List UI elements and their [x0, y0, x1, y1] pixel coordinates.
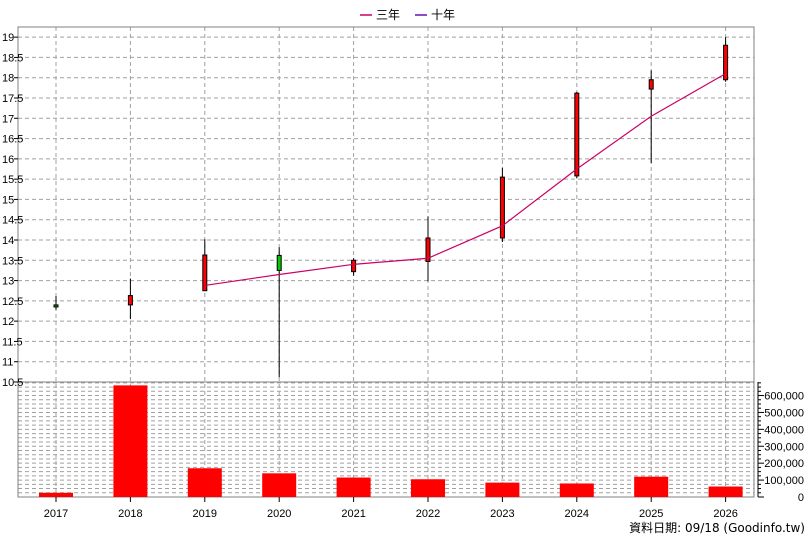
price-tick-label: 16.5	[2, 134, 23, 146]
volume-tick-label: 400,000	[764, 424, 804, 436]
x-axis: 2017 2018 2019 2020 2021 2022 2023 2024 2025 2026	[44, 497, 738, 520]
volume-tick-label: 200,000	[764, 458, 804, 470]
volume-bar	[559, 483, 594, 497]
legend-label: 三年	[376, 8, 400, 22]
candle-body	[499, 176, 505, 239]
volume-tick-label: 600,000	[764, 391, 804, 403]
x-tick-label: 2018	[118, 508, 142, 520]
price-tick-label: 15	[2, 194, 14, 206]
price-tick-label: 14	[2, 235, 14, 247]
price-tick-label: 14.5	[2, 215, 23, 227]
price-grid	[18, 36, 754, 383]
three-year-line-path	[204, 73, 726, 287]
volume-bar	[187, 468, 222, 497]
volume-tick-label: 300,000	[764, 441, 804, 453]
x-tick-label: 2017	[44, 508, 68, 520]
price-tick-label: 16	[2, 154, 14, 166]
price-tick-label: 12.5	[2, 296, 23, 308]
x-tick-label: 2025	[639, 508, 663, 520]
price-tick-label: 17.5	[2, 93, 23, 105]
candle-body	[574, 92, 580, 177]
x-tick-label: 2022	[416, 508, 440, 520]
price-tick-label: 12	[2, 316, 14, 328]
candle-body	[127, 295, 133, 306]
x-tick-label: 2026	[713, 508, 737, 520]
price-tick-label: 11	[2, 357, 13, 369]
volume-bar	[336, 477, 371, 497]
volume-bar	[634, 476, 669, 497]
x-tick-label: 2024	[565, 508, 589, 520]
price-tick-label: 17	[2, 113, 14, 125]
price-panel-frame	[17, 26, 755, 383]
candle-body	[425, 237, 431, 263]
price-tick-label: 19	[2, 32, 14, 44]
price-tick-label: 11.5	[2, 336, 23, 348]
candle-body	[202, 254, 208, 292]
volume-tick-label: 100,000	[764, 475, 804, 487]
volume-bar	[708, 486, 743, 497]
price-tick-label: 13	[2, 276, 14, 288]
volume-bar	[485, 482, 520, 497]
price-tick-label: 10.5	[2, 377, 23, 389]
candle-body	[723, 44, 729, 81]
volume-tick-label: 500,000	[764, 407, 804, 419]
legend: 三年 十年	[360, 8, 455, 22]
volume-panel-frame	[17, 381, 755, 498]
candles	[53, 37, 729, 378]
price-tick-label: 18	[2, 73, 14, 85]
price-tick-label: 18.5	[2, 52, 23, 64]
three-year-line	[204, 73, 726, 287]
volume-bars	[39, 385, 743, 497]
volume-bar	[39, 492, 73, 497]
candle-body	[276, 254, 282, 271]
candle-body	[53, 304, 59, 308]
legend-label: 十年	[431, 8, 455, 22]
volume-bar	[262, 473, 297, 497]
candle-body	[648, 79, 654, 90]
candle-body	[351, 259, 357, 273]
price-tick-label: 13.5	[2, 255, 23, 267]
x-tick-label: 2021	[341, 508, 365, 520]
volume-bar	[113, 385, 148, 497]
volume-tick-label: 0	[798, 492, 804, 504]
volume-bar	[411, 479, 445, 497]
x-tick-label: 2023	[490, 508, 514, 520]
data-date-footer: 資料日期: 09/18 (Goodinfo.tw)	[629, 521, 805, 535]
price-tick-label: 15.5	[2, 174, 23, 186]
price-axis: 19 18.5 18 17.5 17 16.5 16 15.5 15 14.5 14 13.5 13 12…	[2, 32, 23, 389]
x-tick-label: 2019	[193, 508, 217, 520]
volume-axis: 600,000 500,000 400,000 300,000 200,000 100,0…	[757, 382, 804, 504]
x-tick-label: 2020	[267, 508, 291, 520]
